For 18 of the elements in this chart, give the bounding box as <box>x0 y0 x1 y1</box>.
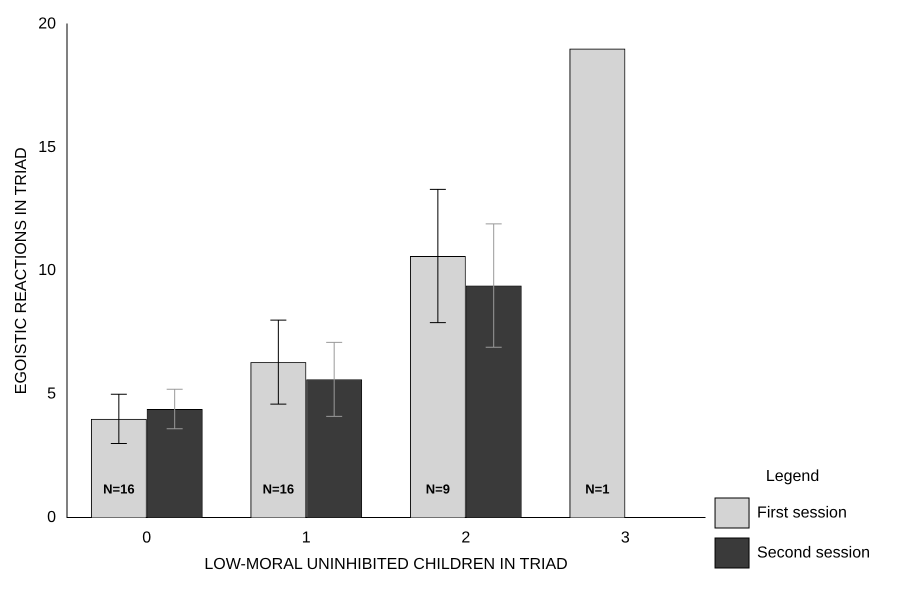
y-tick-label: 15 <box>38 138 56 156</box>
y-tick-label: 20 <box>38 15 56 32</box>
annotation: N=16 <box>262 482 294 497</box>
y-tick-label: 0 <box>47 509 56 526</box>
legend-label: Second session <box>757 544 870 562</box>
legend-title: Legend <box>766 468 820 486</box>
legend-label: First session <box>757 504 847 522</box>
x-tick-label: 0 <box>142 530 152 547</box>
x-axis-title: LOW-MORAL UNINHIBITED CHILDREN IN TRIAD <box>204 556 568 573</box>
y-axis-title: EGOISTIC REACTIONS IN TRIAD <box>13 147 30 394</box>
x-tick-label: 2 <box>461 530 470 547</box>
annotation: N=1 <box>585 482 610 497</box>
y-tick-label: 10 <box>38 262 56 280</box>
x-tick-label: 1 <box>302 530 311 547</box>
y-tick-label: 5 <box>47 386 56 403</box>
annotation: N=9 <box>426 482 450 497</box>
x-tick-label: 3 <box>620 530 630 547</box>
annotation: N=16 <box>103 482 135 497</box>
